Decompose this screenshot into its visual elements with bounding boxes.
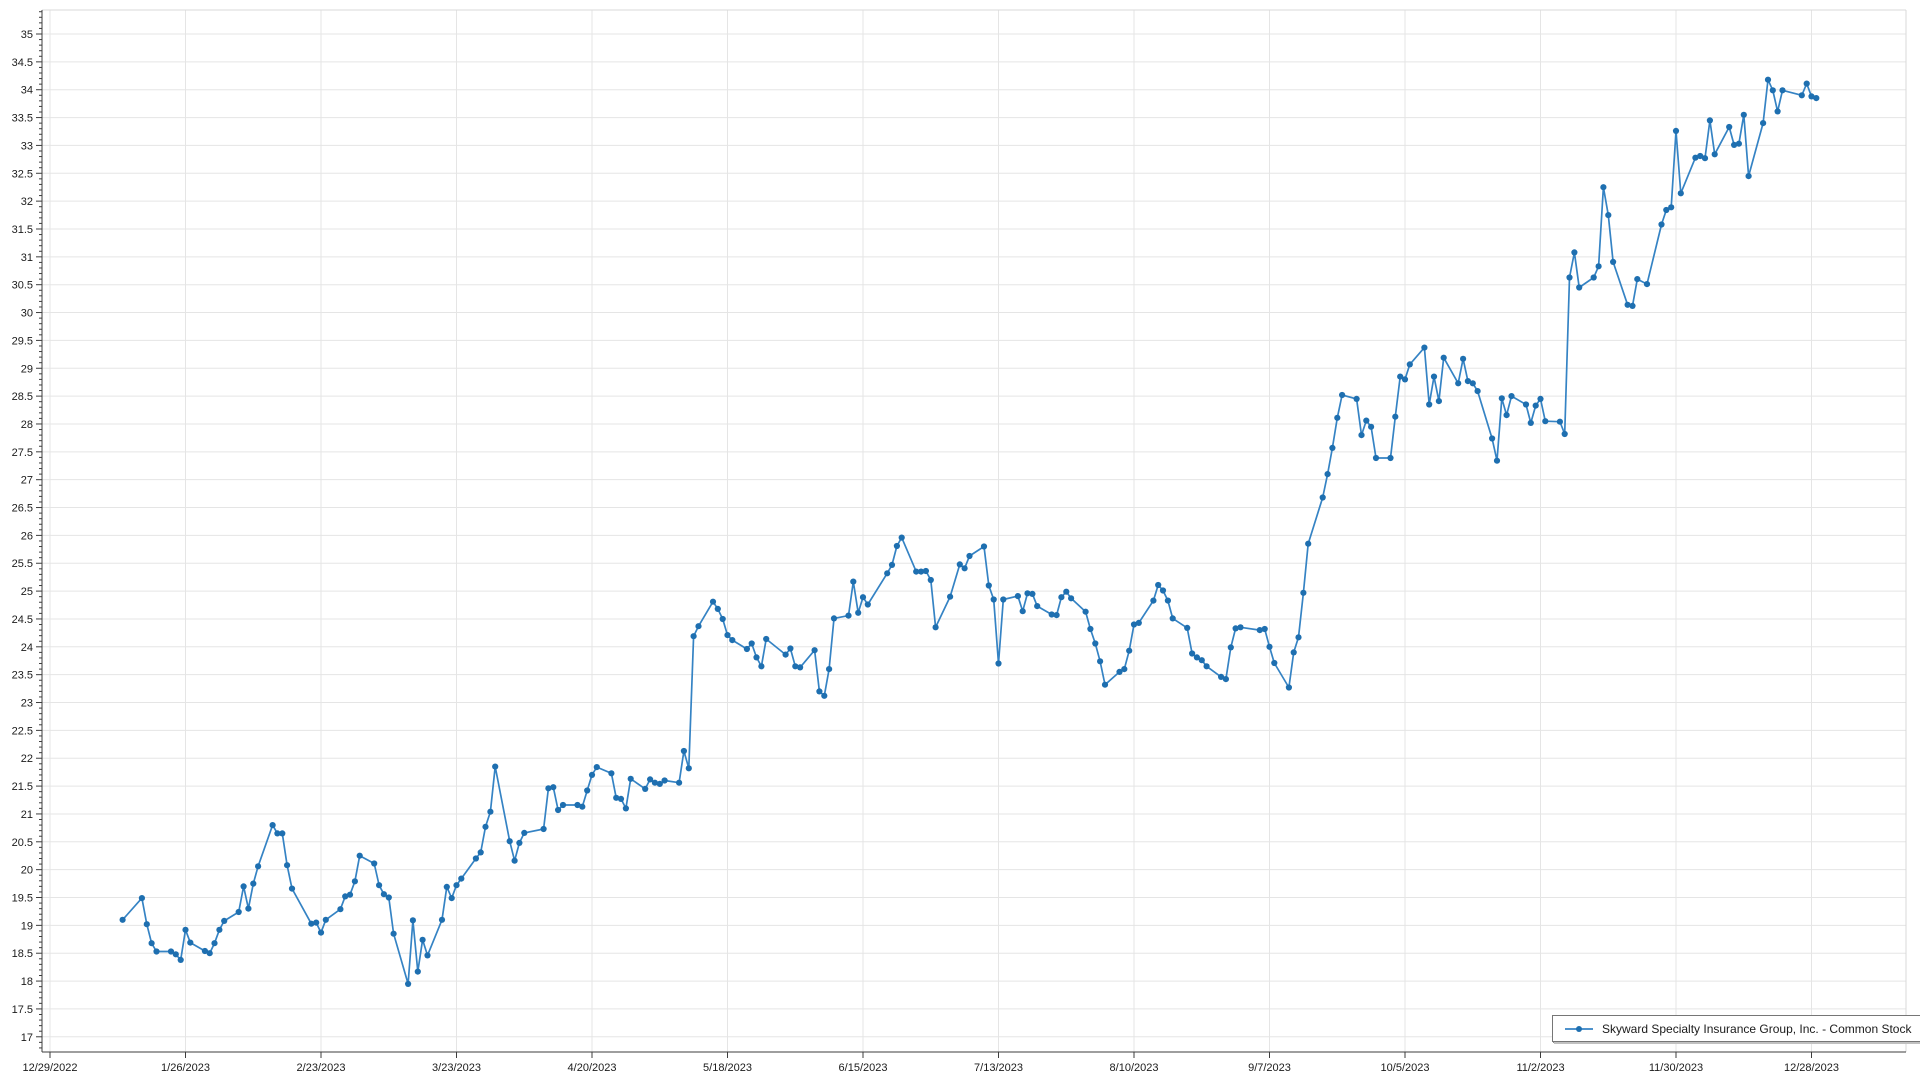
svg-text:20: 20 (21, 865, 33, 877)
svg-text:18: 18 (21, 976, 33, 988)
svg-text:21: 21 (21, 809, 33, 821)
svg-text:26: 26 (21, 530, 33, 542)
svg-text:27.5: 27.5 (12, 447, 33, 459)
svg-text:10/5/2023: 10/5/2023 (1381, 1062, 1430, 1074)
svg-text:2/23/2023: 2/23/2023 (297, 1062, 346, 1074)
x-axis-labels: 12/29/2022 1/26/2023 2/23/2023 3/23/2023 4/2… (22, 1062, 1839, 1074)
gridlines (42, 10, 1906, 1052)
svg-text:11/2/2023: 11/2/2023 (1516, 1062, 1564, 1074)
svg-text:24: 24 (21, 642, 33, 654)
svg-text:18.5: 18.5 (12, 948, 33, 960)
svg-text:9/7/2023: 9/7/2023 (1248, 1062, 1291, 1074)
svg-text:22.5: 22.5 (12, 725, 33, 737)
svg-text:31.5: 31.5 (12, 224, 33, 236)
legend-label: Skyward Specialty Insurance Group, Inc. … (1602, 1021, 1912, 1036)
svg-text:32.5: 32.5 (12, 168, 33, 180)
svg-text:34.5: 34.5 (12, 57, 33, 69)
svg-text:34: 34 (21, 85, 33, 97)
series-line (121, 78, 1817, 985)
svg-text:28.5: 28.5 (12, 391, 33, 403)
svg-text:30: 30 (21, 308, 33, 320)
axes (36, 9, 1907, 1058)
svg-text:33.5: 33.5 (12, 113, 33, 125)
y-axis-labels: 17 17.5 18 18.5 19 19.5 20 20.5 21 21.5 22 22.5 23 23… (12, 29, 33, 1044)
svg-text:19: 19 (21, 920, 33, 932)
svg-text:23: 23 (21, 698, 33, 710)
svg-text:5/18/2023: 5/18/2023 (703, 1062, 752, 1074)
svg-text:12/29/2022: 12/29/2022 (22, 1062, 77, 1074)
legend-line-marker-icon (1564, 1024, 1594, 1034)
svg-text:17: 17 (21, 1032, 33, 1044)
svg-text:3/23/2023: 3/23/2023 (432, 1062, 481, 1074)
svg-text:27: 27 (21, 475, 33, 487)
svg-text:12/28/2023: 12/28/2023 (1784, 1062, 1839, 1074)
svg-text:6/15/2023: 6/15/2023 (839, 1062, 888, 1074)
svg-text:29: 29 (21, 363, 33, 375)
svg-text:19.5: 19.5 (12, 893, 33, 905)
svg-text:30.5: 30.5 (12, 280, 33, 292)
svg-text:21.5: 21.5 (12, 781, 33, 793)
svg-text:32: 32 (21, 196, 33, 208)
svg-text:26.5: 26.5 (12, 503, 33, 515)
svg-text:29.5: 29.5 (12, 335, 33, 347)
svg-text:25: 25 (21, 586, 33, 598)
svg-text:22: 22 (21, 753, 33, 765)
svg-text:23.5: 23.5 (12, 670, 33, 682)
series-markers (119, 76, 1820, 988)
svg-text:24.5: 24.5 (12, 614, 33, 626)
svg-text:28: 28 (21, 419, 33, 431)
svg-text:1/26/2023: 1/26/2023 (161, 1062, 210, 1074)
svg-text:33: 33 (21, 140, 33, 152)
svg-text:4/20/2023: 4/20/2023 (568, 1062, 617, 1074)
svg-text:25.5: 25.5 (12, 558, 33, 570)
svg-text:11/30/2023: 11/30/2023 (1649, 1062, 1703, 1074)
svg-text:20.5: 20.5 (12, 837, 33, 849)
svg-text:17.5: 17.5 (12, 1004, 33, 1016)
svg-text:7/13/2023: 7/13/2023 (974, 1062, 1023, 1074)
legend[interactable]: Skyward Specialty Insurance Group, Inc. … (1552, 1015, 1920, 1042)
svg-text:8/10/2023: 8/10/2023 (1110, 1062, 1159, 1074)
svg-text:35: 35 (21, 29, 33, 41)
svg-text:31: 31 (21, 252, 33, 264)
